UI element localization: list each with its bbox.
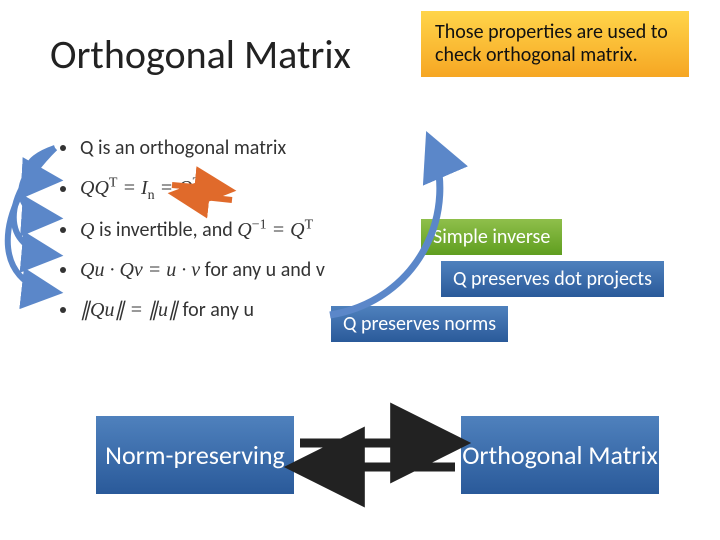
box-orthogonal-matrix: Orthogonal Matrix (460, 415, 660, 495)
callout-properties: Those properties are used to check ortho… (420, 10, 690, 78)
bullet-invertible: Q is invertible, and Q−1 = QT (60, 212, 325, 248)
page-title: Orthogonal Matrix (50, 30, 351, 79)
bullet-qqt: QQT = In = QTQ (60, 170, 325, 208)
tag-simple-inverse: Simple inverse (420, 218, 563, 256)
bullet-dot-product: Qu · Qv = u · v for any u and v (60, 252, 325, 288)
tag-dot-product: Q preserves dot projects (440, 260, 665, 298)
bullet-orthogonal: Q is an orthogonal matrix (60, 130, 325, 166)
box-norm-preserving: Norm-preserving (95, 415, 295, 495)
bullet-norm: ∥Qu∥ = ∥u∥ for any u (60, 292, 325, 328)
bullet-list: Q is an orthogonal matrix QQT = In = QTQ… (60, 130, 325, 332)
tag-norms: Q preserves norms (330, 305, 509, 343)
